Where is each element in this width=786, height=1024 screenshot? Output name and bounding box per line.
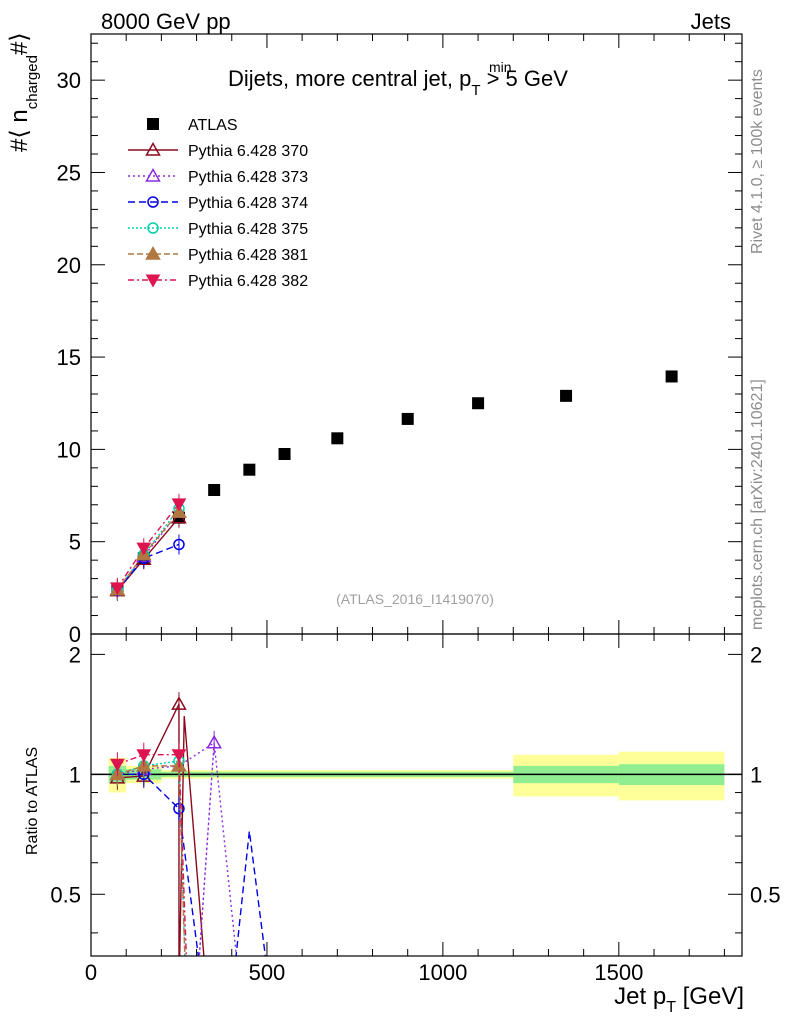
header-left: 8000 GeV pp bbox=[101, 9, 231, 34]
legend-label-atlas: ATLAS bbox=[188, 117, 238, 134]
xtick-label: 1000 bbox=[418, 960, 467, 985]
point-p382 bbox=[171, 498, 187, 512]
legend-label-p381: Pythia 6.428 381 bbox=[188, 247, 308, 264]
ratio-point-p373 bbox=[206, 734, 222, 749]
ytick-label: 5 bbox=[69, 530, 81, 555]
ratio-point-p370 bbox=[171, 696, 187, 710]
point-atlas bbox=[243, 463, 256, 476]
xtick-label: 500 bbox=[249, 960, 286, 985]
series-line-p374 bbox=[116, 543, 180, 592]
legend: ATLAS Pythia 6.428 370 Pythia 6.428 373 Pyt… bbox=[128, 117, 308, 290]
point-atlas bbox=[665, 370, 678, 383]
ratio-frame bbox=[90, 633, 743, 957]
ratio-ytick-label-right: 2 bbox=[750, 642, 762, 667]
ytick-label: 25 bbox=[57, 160, 81, 185]
point-atlas bbox=[208, 484, 221, 496]
main-ylabel: #⟨ ncharged#⟩ bbox=[6, 32, 41, 152]
plot-title-sub: T bbox=[471, 82, 480, 99]
point-atlas bbox=[331, 432, 344, 445]
point-p381 bbox=[171, 504, 187, 518]
legend-label-p370: Pythia 6.428 370 bbox=[188, 143, 308, 160]
ratio-ytick-label: 2 bbox=[69, 642, 81, 667]
ytick-label: 20 bbox=[57, 253, 81, 278]
xtick-label: 1500 bbox=[594, 960, 643, 985]
xlabel-main: Jet p bbox=[614, 983, 666, 1010]
point-atlas bbox=[278, 448, 291, 460]
legend-label-p374: Pythia 6.428 374 bbox=[188, 195, 308, 212]
legend-marker-p373 bbox=[145, 167, 161, 182]
ytick-label-zero: 0 bbox=[69, 622, 81, 647]
legend-label-p373: Pythia 6.428 373 bbox=[188, 169, 308, 186]
mcplots-label: mcplots.cern.ch [arXiv:2401.10621] bbox=[749, 379, 766, 630]
ratio-line-p370 bbox=[117, 703, 205, 956]
series-line-p373 bbox=[116, 511, 180, 591]
ratio-point-p382 bbox=[110, 758, 125, 772]
ratio-ytick-label: 0.5 bbox=[50, 882, 81, 907]
legend-label-p375: Pythia 6.428 375 bbox=[188, 221, 308, 238]
ratio-ytick-label-right: 1 bbox=[750, 762, 762, 787]
main-plot-area bbox=[109, 370, 678, 601]
xlabel-sub: T bbox=[666, 999, 676, 1016]
legend-marker-atlas bbox=[147, 118, 159, 130]
point-atlas bbox=[401, 412, 414, 425]
point-atlas bbox=[560, 389, 573, 402]
xtick-label: 0 bbox=[85, 960, 97, 985]
main-ylabel-post: #⟩ bbox=[6, 32, 33, 55]
point-p382 bbox=[110, 582, 125, 596]
point-atlas bbox=[472, 397, 485, 410]
ratio-line-p382 bbox=[117, 754, 188, 956]
plot-title-main: Dijets, more central jet, p bbox=[228, 66, 471, 91]
point-p382 bbox=[136, 542, 152, 556]
legend-marker-p382 bbox=[145, 274, 161, 288]
legend-marker-p375 bbox=[147, 222, 159, 234]
main-ylabel-sub: charged bbox=[24, 55, 41, 109]
legend-label-p382: Pythia 6.428 382 bbox=[188, 273, 308, 290]
header-right: Jets bbox=[691, 9, 731, 34]
legend-marker-p381 bbox=[145, 245, 161, 260]
plot-title-tail: > 5 GeV bbox=[480, 66, 568, 91]
rivet-label: Rivet 4.1.0, ≥ 100k events bbox=[749, 69, 766, 254]
main-panel: 5 10 15 20 25 30 0 bbox=[57, 33, 743, 647]
ratio-ytick-label: 1 bbox=[69, 762, 81, 787]
ratio-line-p381 bbox=[117, 765, 186, 956]
ratio-plot-area bbox=[91, 692, 742, 956]
ratio-ytick-label-right: 0.5 bbox=[750, 882, 781, 907]
ytick-label: 15 bbox=[57, 345, 81, 370]
series-line-p381 bbox=[116, 511, 180, 591]
ytick-label: 10 bbox=[57, 437, 81, 462]
ratio-point-p382 bbox=[171, 749, 187, 763]
point-p374 bbox=[173, 538, 185, 551]
ratio-line-p374 bbox=[117, 773, 267, 956]
main-ylabel-pre: #⟨ n bbox=[6, 109, 33, 152]
plot-title: Dijets, more central jet, pT > 5 GeV bbox=[228, 66, 568, 99]
ratio-point-p374 bbox=[173, 802, 185, 815]
ratio-line-p375 bbox=[117, 760, 186, 956]
xlabel-tail: [GeV] bbox=[676, 983, 744, 1010]
analysis-watermark: (ATLAS_2016_I1419070) bbox=[336, 591, 494, 607]
ratio-point-p382 bbox=[136, 749, 152, 763]
legend-marker-p374 bbox=[147, 196, 159, 208]
legend-marker-p370 bbox=[145, 141, 161, 156]
ratio-ylabel: Ratio to ATLAS bbox=[24, 747, 41, 855]
ytick-label: 30 bbox=[57, 68, 81, 93]
plot-title-sup: min bbox=[489, 59, 512, 75]
ratio-panel: 0.5 0.5 1 1 2 2 0 500 1000 1500 bbox=[50, 633, 781, 985]
xlabel: Jet pT [GeV] bbox=[614, 983, 744, 1016]
